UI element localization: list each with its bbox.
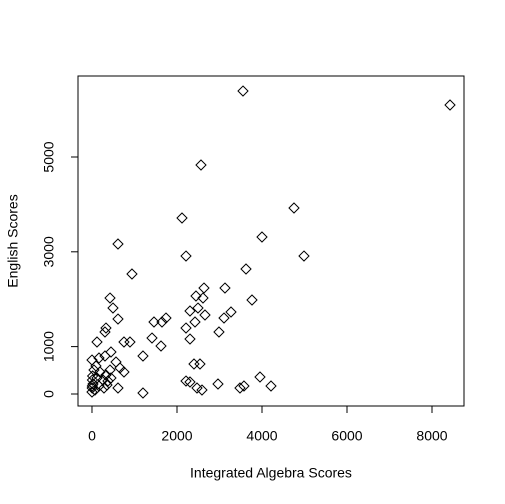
point — [176, 212, 188, 224]
point — [93, 352, 105, 364]
point — [265, 380, 277, 392]
point — [238, 380, 250, 392]
point — [126, 268, 138, 280]
point — [105, 346, 117, 358]
y-tick-label: 1000 — [41, 331, 57, 362]
point — [298, 250, 310, 262]
point — [219, 282, 231, 294]
point — [240, 263, 252, 275]
point — [237, 85, 249, 97]
point — [100, 322, 112, 334]
point — [213, 326, 225, 338]
x-tick-label: 8000 — [416, 428, 447, 444]
point — [444, 99, 456, 111]
point — [107, 302, 119, 314]
point — [196, 384, 208, 396]
point — [104, 364, 116, 376]
point — [112, 238, 124, 250]
point — [288, 202, 300, 214]
point — [155, 340, 167, 352]
point — [100, 369, 112, 381]
point — [102, 375, 114, 387]
point — [190, 290, 202, 302]
x-tick-label: 2000 — [161, 428, 192, 444]
point — [180, 375, 192, 387]
point — [91, 336, 103, 348]
point — [218, 312, 230, 324]
point — [86, 382, 98, 394]
point — [192, 302, 204, 314]
point — [90, 360, 102, 372]
point — [124, 336, 136, 348]
point — [180, 250, 192, 262]
x-tick-label: 4000 — [246, 428, 277, 444]
point — [98, 382, 110, 394]
point — [199, 309, 211, 321]
y-tick-label: 3000 — [41, 236, 57, 267]
point — [212, 378, 224, 390]
point — [137, 387, 149, 399]
point — [191, 382, 203, 394]
point — [89, 384, 101, 396]
point — [112, 382, 124, 394]
x-axis-label: Integrated Algebra Scores — [190, 465, 352, 481]
point — [105, 372, 117, 384]
y-axis-label: English Scores — [5, 194, 21, 287]
point — [184, 333, 196, 345]
y-tick-label: 0 — [41, 390, 57, 398]
point — [118, 336, 130, 348]
point — [234, 382, 246, 394]
point — [195, 159, 207, 171]
point — [86, 386, 98, 398]
point — [256, 231, 268, 243]
point — [156, 316, 168, 328]
point — [112, 313, 124, 325]
point — [160, 312, 172, 324]
x-tick-label: 0 — [88, 428, 96, 444]
point — [146, 332, 158, 344]
point — [148, 316, 160, 328]
point — [246, 294, 258, 306]
point — [88, 364, 100, 376]
point — [184, 376, 196, 388]
point — [188, 358, 200, 370]
point — [104, 292, 116, 304]
point — [99, 350, 111, 362]
point — [184, 305, 196, 317]
point — [197, 292, 209, 304]
point — [194, 358, 206, 370]
point — [254, 371, 266, 383]
point — [99, 326, 111, 338]
y-tick-label: 5000 — [41, 141, 57, 172]
point — [198, 282, 210, 294]
point — [110, 356, 122, 368]
point — [137, 350, 149, 362]
point — [225, 306, 237, 318]
point — [180, 322, 192, 334]
point — [189, 316, 201, 328]
point — [118, 366, 130, 378]
plot-box — [77, 75, 465, 407]
x-tick-label: 6000 — [331, 428, 362, 444]
